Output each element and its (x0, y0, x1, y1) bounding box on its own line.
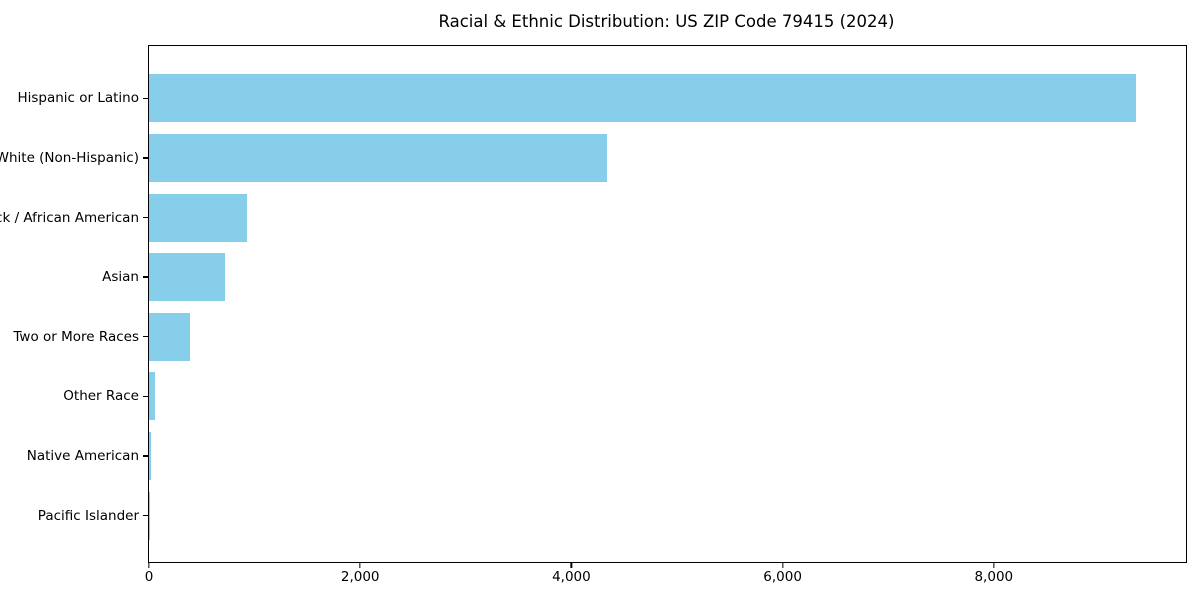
y-tick-label-asian: Asian (102, 269, 139, 286)
x-tick-label-6,000: 6,000 (763, 569, 802, 585)
chart-title: Racial & Ethnic Distribution: US ZIP Cod… (438, 12, 895, 31)
y-tick-mark-asian (143, 276, 148, 278)
bar-asian (149, 253, 226, 302)
x-tick-label-4,000: 4,000 (552, 569, 591, 585)
y-tick-label-native-american: Native American (26, 447, 139, 464)
y-tick-mark-two-or-more-races (143, 336, 148, 338)
y-tick-mark-white-non-hispanic (143, 157, 148, 159)
x-tick-mark-2,000 (359, 563, 361, 568)
y-tick-label-hispanic-or-latino: Hispanic or Latino (17, 90, 139, 107)
y-tick-label-pacific-islander: Pacific Islander (37, 507, 139, 524)
y-tick-mark-hispanic-or-latino (143, 97, 148, 99)
y-tick-mark-pacific-islander (143, 514, 148, 517)
x-tick-mark-6,000 (781, 563, 784, 568)
y-tick-label-black-african-american: Black / African American (0, 209, 139, 226)
bar-two-or-more-races (149, 312, 190, 361)
y-tick-label-other-race: Other Race (63, 388, 139, 405)
plot-area: Hispanic or Latino White (Non-Hispanic) Bl… (0, 45, 1187, 584)
x-tick-label-8,000: 8,000 (974, 569, 1014, 585)
y-tick-label-two-or-more-races: Two or More Races (13, 328, 139, 345)
bar-pacific-islander (149, 491, 150, 540)
bar-other-race (149, 372, 156, 421)
bar-white-non-hispanic (149, 133, 608, 182)
y-tick-mark-black-african-american (143, 216, 148, 219)
x-tick-mark-0 (148, 563, 150, 568)
y-tick-mark-native-american (143, 455, 148, 457)
x-tick-label-2,000: 2,000 (340, 569, 380, 585)
bar-black-african-american (149, 193, 247, 242)
x-tick-mark-4,000 (570, 563, 573, 568)
bar-hispanic-or-latino (149, 74, 1137, 123)
x-tick-mark-8,000 (993, 563, 995, 568)
y-tick-label-white-non-hispanic: White (Non-Hispanic) (0, 149, 139, 166)
x-tick-label-0: 0 (144, 569, 154, 585)
bar-native-american (149, 431, 152, 480)
y-tick-mark-other-race (143, 395, 148, 397)
